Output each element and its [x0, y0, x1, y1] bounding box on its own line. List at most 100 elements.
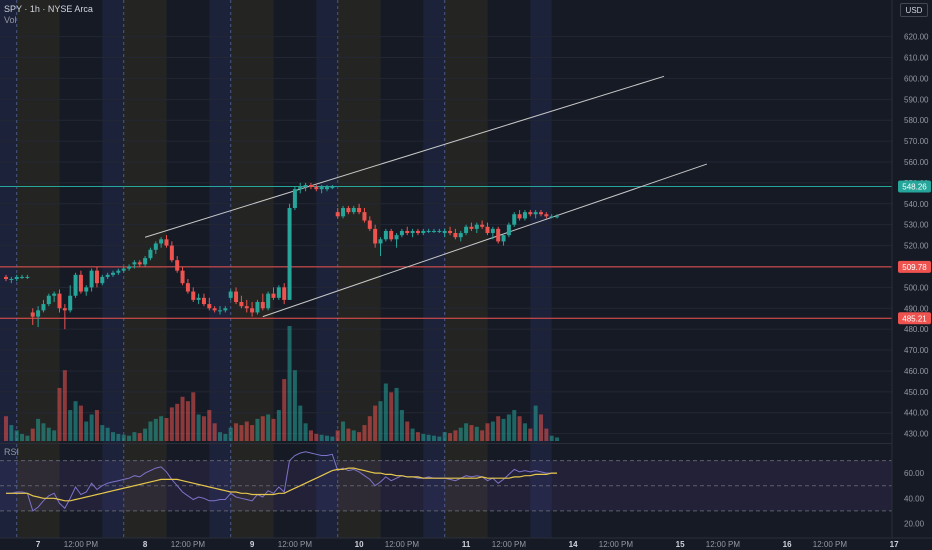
- candle-64: [346, 205, 351, 215]
- candle-51: [276, 285, 281, 300]
- session-band-5: [230, 0, 274, 538]
- candle-body-61: [330, 187, 335, 189]
- candle-14: [78, 270, 83, 294]
- volume-bar-1: [9, 425, 14, 441]
- volume-bar-21: [116, 433, 121, 441]
- currency-button[interactable]: USD: [900, 3, 928, 17]
- price-tick-label-8: 540.00: [904, 200, 929, 209]
- volume-bar-40: [218, 432, 222, 441]
- candle-19: [105, 272, 110, 280]
- rsi-tick-label-2: 20.00: [904, 519, 925, 528]
- candle-body-36: [196, 297, 201, 300]
- volume-bar-77: [415, 432, 420, 441]
- volume-bar-55: [298, 405, 303, 441]
- candle-body-85: [458, 233, 463, 238]
- candle-body-94: [506, 224, 511, 236]
- volume-bar-93: [501, 418, 506, 441]
- candle-103: [555, 214, 560, 219]
- candle-body-66: [357, 207, 362, 213]
- volume-bar-76: [410, 428, 415, 441]
- candle-body-5: [30, 312, 35, 317]
- candle-80: [432, 228, 436, 234]
- candle-body-7: [41, 304, 46, 311]
- volume-bar-59: [319, 434, 324, 441]
- candle-61: [330, 184, 335, 190]
- candle-body-18: [100, 276, 105, 284]
- volume-bar-101: [544, 428, 549, 441]
- session-band-0: [0, 0, 17, 538]
- price-tick-label-4: 580.00: [904, 116, 929, 125]
- candle-88: [474, 222, 479, 234]
- level-badge-label-1: 509.78: [902, 263, 927, 272]
- candle-66: [357, 203, 362, 215]
- candle-72: [389, 228, 394, 242]
- volume-bar-15: [84, 421, 89, 441]
- candle-body-41: [223, 308, 228, 311]
- rsi-ma-line: [6, 467, 557, 502]
- price-tick-label-6: 560.00: [904, 158, 929, 167]
- candle-body-59: [319, 187, 324, 190]
- time-label-8: 11: [462, 540, 471, 549]
- candle-body-38: [207, 304, 212, 309]
- volume-bar-63: [341, 421, 346, 441]
- volume-bar-96: [517, 416, 522, 441]
- price-tick-label-19: 430.00: [904, 430, 929, 439]
- candle-11: [62, 304, 67, 330]
- session-band-2: [102, 0, 124, 538]
- candle-70: [378, 237, 383, 257]
- candle-75: [405, 226, 410, 236]
- price-tick-label-2: 600.00: [904, 74, 929, 83]
- candle-body-44: [239, 302, 244, 307]
- candle-13: [73, 272, 78, 298]
- candle-body-84: [453, 233, 458, 238]
- volume-bar-35: [191, 392, 196, 441]
- price-tick-label-5: 570.00: [904, 137, 929, 146]
- candle-62: [335, 207, 340, 219]
- candle-body-56: [303, 184, 308, 188]
- candle-body-9: [52, 293, 57, 296]
- volume-bar-66: [357, 432, 362, 441]
- candle-29: [159, 237, 164, 248]
- candle-body-53: [287, 207, 292, 300]
- volume-bar-25: [137, 433, 142, 441]
- candle-body-99: [533, 212, 538, 215]
- candle-65: [351, 205, 356, 215]
- volume-bar-9: [52, 430, 57, 441]
- volume-bar-52: [282, 379, 287, 441]
- time-label-4: 9: [250, 540, 255, 549]
- candle-57: [308, 182, 313, 190]
- candle-body-64: [346, 207, 351, 213]
- candle-58: [314, 184, 319, 192]
- session-band-9: [444, 0, 488, 538]
- candle-23: [127, 264, 132, 271]
- volume-bar-0: [4, 416, 8, 441]
- candle-18: [100, 274, 105, 286]
- volume-bar-60: [325, 435, 329, 441]
- volume-bar-62: [335, 430, 340, 441]
- volume-bar-23: [127, 435, 132, 441]
- candle-90: [485, 222, 490, 236]
- volume-bar-88: [474, 426, 479, 441]
- volume-label: Vol: [4, 15, 17, 25]
- candle-body-6: [36, 310, 41, 317]
- volume-bar-103: [555, 437, 560, 441]
- volume-bar-100: [539, 414, 543, 441]
- volume-bar-26: [143, 428, 148, 441]
- volume-bar-27: [148, 421, 153, 441]
- volume-bar-42: [228, 427, 233, 441]
- candle-43: [234, 287, 239, 305]
- volume-bar-71: [383, 383, 388, 441]
- candle-body-12: [68, 295, 73, 311]
- candle-99: [533, 210, 538, 219]
- level-badge-0: [898, 180, 931, 193]
- candle-48: [260, 293, 265, 311]
- candle-35: [191, 287, 196, 302]
- candle-9: [52, 291, 57, 302]
- candle-body-55: [298, 187, 303, 190]
- candle-body-24: [132, 262, 137, 265]
- candle-body-52: [282, 287, 287, 300]
- candle-body-48: [260, 302, 265, 309]
- candle-body-98: [528, 212, 533, 215]
